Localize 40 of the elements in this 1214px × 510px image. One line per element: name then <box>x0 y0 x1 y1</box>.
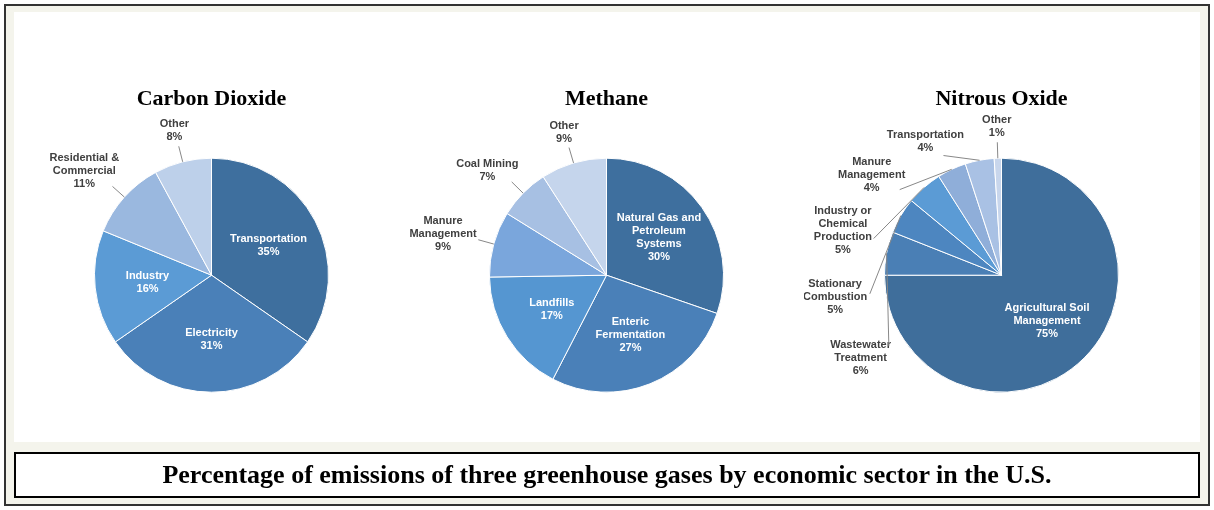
slice-label: Coal Mining <box>456 157 519 170</box>
data-label: 1% <box>988 125 1005 138</box>
data-label: 11% <box>73 177 96 190</box>
chart-title: Nitrous Oxide <box>935 84 1068 110</box>
slice-label: Other <box>159 117 190 130</box>
data-label: 27% <box>619 340 642 353</box>
slice-label: Transportation <box>230 231 308 244</box>
slice-label: Other <box>982 112 1013 125</box>
data-label: 8% <box>166 130 183 143</box>
chart-title: Carbon Dioxide <box>136 84 287 110</box>
slice-label: Manure Management <box>838 155 906 181</box>
data-label: 7% <box>479 170 496 183</box>
data-label: 4% <box>917 140 934 153</box>
slice-label: Industry or Chemical Production <box>813 204 873 243</box>
data-label: 5% <box>827 303 844 316</box>
slice-label: Electricity <box>185 326 239 339</box>
slice-label: Industry <box>125 268 171 281</box>
slice-label: Wastewater Treatment <box>830 337 892 363</box>
data-label: 16% <box>136 281 159 294</box>
slice-label: Residential & Commercial <box>49 151 120 177</box>
slice-label: Manure Management <box>409 213 477 239</box>
data-label: 9% <box>556 131 573 144</box>
slice-label: Natural Gas and Petroleum Systems <box>616 211 702 250</box>
slice-label: Landfills <box>529 295 575 308</box>
slice-label: Agricultural Soil Management <box>1004 300 1090 326</box>
slice-label: Other <box>549 118 580 131</box>
data-label: 5% <box>834 243 852 256</box>
slice-label: Stationary Combustion <box>802 277 868 303</box>
data-label: 31% <box>200 339 223 352</box>
data-label: 17% <box>540 308 564 321</box>
data-label: 4% <box>863 181 880 194</box>
data-label: 75% <box>1035 326 1059 339</box>
data-label: 6% <box>852 363 869 376</box>
data-label: 30% <box>647 250 671 263</box>
chart-title: Methane <box>564 84 649 110</box>
text: Percentage of emissions of three greenhouse gases by economic sector in the U.S. <box>14 452 1200 498</box>
slice-label: Enteric Fermentation <box>595 314 666 340</box>
data-label: 35% <box>257 244 280 257</box>
data-label: 9% <box>435 239 452 252</box>
slice-label: Transportation <box>886 127 965 140</box>
